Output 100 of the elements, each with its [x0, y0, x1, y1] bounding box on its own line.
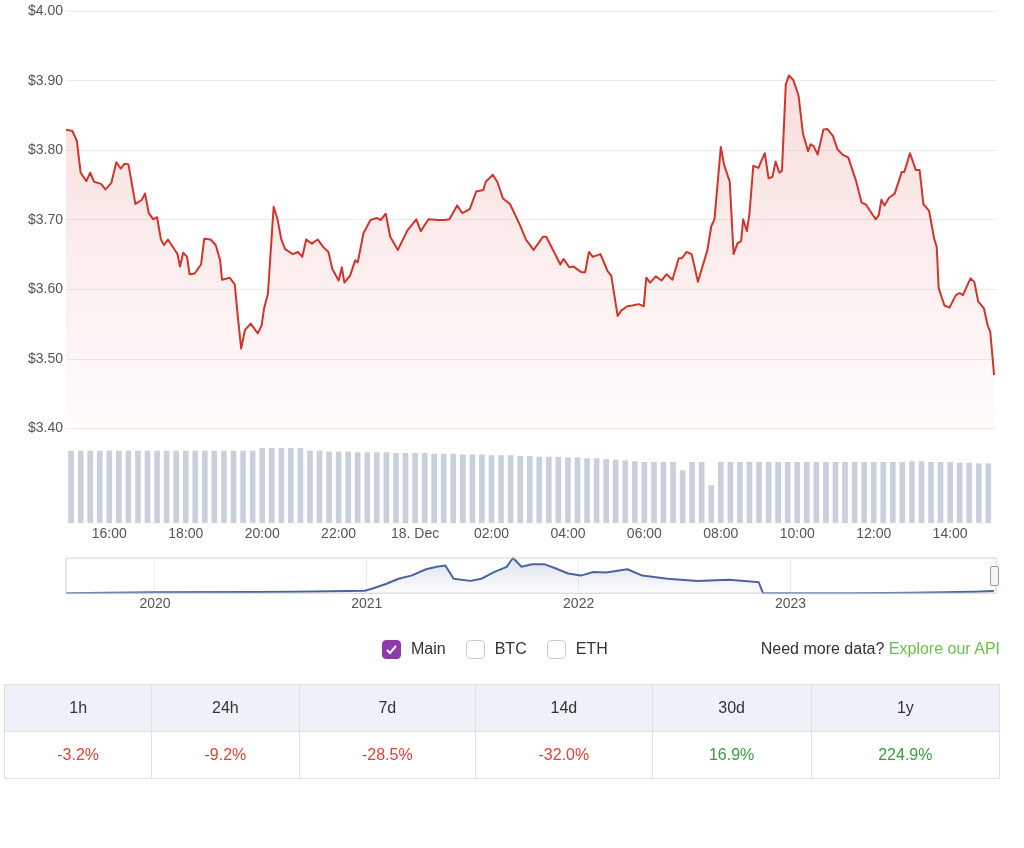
- bar: [794, 461, 801, 524]
- text: Need more data?: [760, 640, 886, 657]
- x-tick-label: 14:00: [932, 525, 968, 542]
- x-tick-label: 08:00: [703, 525, 739, 542]
- bar: [956, 462, 963, 524]
- data-label: -9.2%: [151, 731, 300, 779]
- bar: [966, 462, 973, 524]
- x-tick-label: 04:00: [550, 525, 586, 542]
- bar: [240, 450, 246, 524]
- bar: [154, 450, 160, 524]
- bar: [947, 461, 953, 524]
- bar: [546, 456, 552, 524]
- x-tick-label: 02:00: [473, 525, 510, 542]
- bar: [354, 452, 361, 524]
- bar: [584, 458, 590, 524]
- data-label: -3.2%: [4, 731, 152, 779]
- category-label: 24h: [151, 684, 300, 732]
- bar: [498, 455, 504, 524]
- bar: [603, 458, 609, 524]
- bar: [307, 450, 313, 524]
- text: ETH: [575, 640, 608, 658]
- bar: [173, 450, 180, 524]
- y-tick-label: $3.90: [27, 71, 64, 88]
- bar: [431, 453, 438, 524]
- bar: [87, 450, 94, 524]
- bar: [202, 450, 208, 524]
- bar: [622, 460, 629, 524]
- data-label: 224.9%: [811, 731, 1000, 779]
- bar: [823, 461, 829, 524]
- bar: [440, 453, 447, 524]
- bar: [221, 450, 227, 524]
- x-tick-label: 18. Dec: [390, 525, 440, 542]
- bar: [737, 461, 743, 524]
- bar: [909, 461, 915, 524]
- bar: [450, 453, 457, 524]
- y-tick-label: $4.00: [27, 2, 64, 19]
- bar: [96, 450, 103, 524]
- bar: [756, 461, 762, 524]
- bar: [412, 452, 418, 524]
- bar: [106, 450, 113, 524]
- bar: [326, 451, 332, 524]
- bar: [268, 448, 275, 524]
- bar: [803, 461, 810, 524]
- bar: [612, 459, 619, 524]
- bar: [393, 452, 399, 524]
- bar: [116, 450, 122, 524]
- text: Main: [411, 640, 446, 658]
- x-tick-label: 18:00: [168, 525, 204, 542]
- x-tick-label: 10:00: [779, 525, 815, 542]
- bar: [135, 450, 141, 524]
- bar: [479, 454, 485, 524]
- bar: [775, 461, 781, 524]
- bar: [861, 461, 867, 524]
- category-label: 1y: [811, 684, 1000, 732]
- bar: [460, 454, 466, 524]
- bar: [526, 455, 533, 524]
- bar: [364, 452, 371, 524]
- bar: [670, 461, 676, 524]
- bar: [517, 455, 523, 524]
- x-tick-label: 2020: [139, 595, 171, 612]
- category-label: 7d: [299, 684, 476, 732]
- y-tick-label: $3.70: [27, 210, 64, 227]
- bar: [928, 461, 934, 524]
- x-tick-label: 2022: [563, 595, 595, 612]
- y-tick-label: $3.80: [27, 141, 64, 158]
- bar: [708, 485, 715, 524]
- category-label: 30d: [652, 684, 812, 732]
- category-label: 1h: [4, 684, 152, 732]
- bar: [192, 450, 199, 524]
- bar: [565, 457, 571, 524]
- bar: [288, 448, 294, 524]
- x-tick-label: 22:00: [321, 525, 357, 542]
- text: Explore our API: [888, 640, 1000, 657]
- bar: [689, 461, 695, 524]
- y-tick-label: $3.60: [27, 280, 64, 297]
- data-label: 16.9%: [652, 731, 812, 779]
- category-label: 14d: [475, 684, 653, 732]
- data-label: -28.5%: [299, 731, 476, 779]
- x-tick-label: 2021: [351, 595, 383, 612]
- data-label: -32.0%: [475, 731, 653, 779]
- bar: [784, 461, 791, 524]
- x-tick-label: 12:00: [856, 525, 892, 542]
- bar: [632, 461, 638, 524]
- bar: [889, 461, 896, 524]
- bar: [842, 461, 848, 524]
- bar: [717, 461, 724, 524]
- bar: [182, 450, 189, 524]
- y-tick-label: $3.50: [27, 349, 64, 366]
- y-tick-label: $3.40: [27, 419, 64, 436]
- x-tick-label: 06:00: [626, 525, 663, 542]
- bar: [374, 452, 380, 524]
- bar: [278, 448, 285, 524]
- bar: [651, 461, 657, 524]
- bar: [880, 461, 887, 524]
- text: BTC: [494, 640, 527, 658]
- bar: [698, 461, 705, 524]
- bar: [536, 456, 543, 524]
- bar: [345, 451, 352, 524]
- bar: [259, 448, 266, 524]
- bar: [870, 461, 877, 524]
